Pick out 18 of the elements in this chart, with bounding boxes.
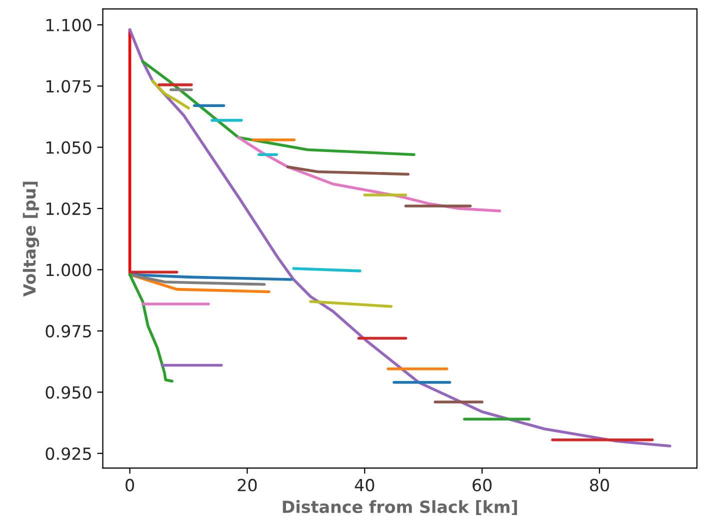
- x-tick-label: 40: [354, 478, 374, 492]
- y-tick-label: 1.075: [46, 80, 91, 93]
- y-tick-label: 1.100: [46, 18, 92, 32]
- x-tick-label: 60: [472, 478, 492, 492]
- y-tick-label: 1.050: [46, 141, 92, 154]
- line-series: [128, 273, 174, 383]
- y-tick-label: 0.925: [46, 447, 91, 460]
- x-tick-label: 20: [238, 478, 257, 492]
- line-series: [286, 165, 410, 176]
- y-tick-label: 0.975: [46, 324, 91, 338]
- y-tick-label: 1.000: [46, 264, 92, 276]
- x-tick-label: 80: [590, 478, 609, 492]
- y-tick-label: 0.950: [46, 386, 92, 399]
- y-axis-title: Voltage [pu]: [22, 182, 40, 297]
- y-tick-label: 1.025: [46, 202, 91, 216]
- x-tick-label: 0: [126, 478, 134, 492]
- x-axis-title: Distance from Slack [km]: [282, 500, 517, 516]
- line-series: [151, 80, 190, 110]
